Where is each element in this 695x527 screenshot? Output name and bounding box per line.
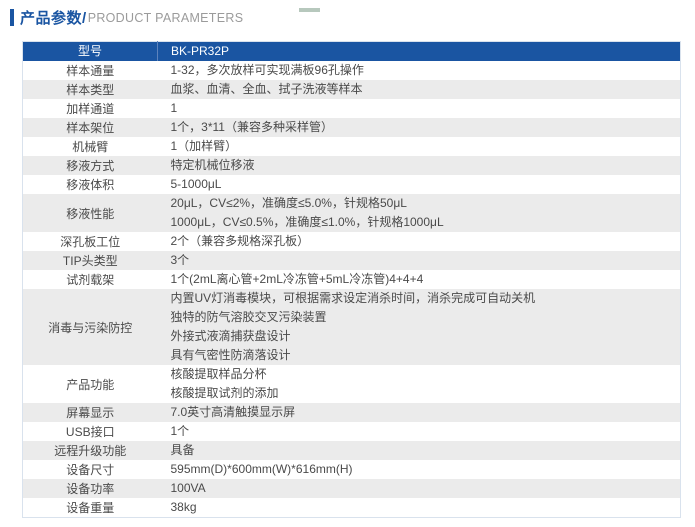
section-title-en: PRODUCT PARAMETERS	[87, 10, 244, 25]
table-row: 产品功能 核酸提取样品分杯 核酸提取试剂的添加	[22, 365, 681, 403]
spec-value-line: 1个，3*11（兼容多种采样管）	[170, 120, 333, 134]
spec-row-label: USB接口	[65, 425, 115, 439]
table-row: USB接口 1个	[22, 422, 681, 441]
spec-value-line: 外接式液滴捕获盘设计	[170, 329, 291, 343]
spec-value-line: 2个（兼容多规格深孔板）	[170, 234, 310, 248]
model-header-label: 型号	[22, 41, 158, 61]
spec-value-line: 具有气密性防滴落设计	[170, 348, 291, 362]
spec-value-line: 100VA	[170, 481, 206, 495]
spec-value-line: 1个	[170, 424, 190, 438]
title-accent-bar	[10, 9, 14, 26]
spec-row-label: 样本通量	[66, 64, 115, 78]
spec-value-line: 595mm(D)*600mm(W)*616mm(H)	[170, 462, 353, 476]
spec-value-line: 1	[170, 101, 178, 115]
spec-value-line: 38kg	[170, 500, 197, 514]
table-row: 移液体积 5-1000μL	[22, 175, 681, 194]
spec-value-line: 1（加样臂）	[170, 139, 238, 153]
table-row: 深孔板工位 2个（兼容多规格深孔板）	[22, 232, 681, 251]
spec-row-value: 38kg	[158, 498, 681, 518]
spec-row-label: 远程升级功能	[54, 444, 127, 458]
spec-row-label: 加样通道	[66, 102, 115, 116]
section-title-zh-text: 产品参数	[20, 10, 83, 27]
table-row: 试剂载架 1个(2mL离心管+2mL冷冻管+5mL冷冻管)4+4+4	[22, 270, 681, 289]
spec-row-label: 设备功率	[66, 482, 115, 496]
spec-row-value: 7.0英寸高清触摸显示屏	[158, 403, 681, 422]
spec-row-value: 1-32，多次放样可实现满板96孔操作	[158, 61, 681, 80]
spec-row-value: 核酸提取样品分杯 核酸提取试剂的添加	[158, 365, 681, 403]
section-title-zh: 产品参数/	[20, 7, 87, 28]
spec-row-value: 1个	[158, 422, 681, 441]
spec-row-value: 3个	[158, 251, 681, 270]
spec-row-label: 设备尺寸	[66, 463, 115, 477]
model-header-value: BK-PR32P	[157, 41, 681, 61]
spec-row-value: 1	[158, 99, 681, 118]
spec-row-label: 移液体积	[66, 178, 115, 192]
table-row: 移液方式 特定机械位移液	[22, 156, 681, 175]
spec-value-line: 内置UV灯消毒模块，可根据需求设定消杀时间，消杀完成可自动关机	[170, 291, 536, 305]
spec-row-value: 具备	[158, 441, 681, 460]
table-row: 样本类型 血浆、血清、全血、拭子洗液等样本	[22, 80, 681, 99]
table-row: 设备功率 100VA	[22, 479, 681, 498]
table-row: 设备重量 38kg	[22, 498, 681, 518]
spec-value-line: 核酸提取样品分杯	[170, 367, 267, 381]
section-title-slash: /	[82, 10, 87, 27]
spec-value-line: 1000μL，CV≤0.5%，准确度≤1.0%，针规格1000μL	[170, 215, 444, 229]
spec-row-label: 移液性能	[66, 206, 115, 221]
table-row: 加样通道 1	[22, 99, 681, 118]
spec-row-value: 595mm(D)*600mm(W)*616mm(H)	[158, 460, 681, 479]
section-title: 产品参数/ PRODUCT PARAMETERS	[10, 8, 695, 27]
spec-value-line: 1-32，多次放样可实现满板96孔操作	[170, 63, 364, 77]
spec-row-label: 样本架位	[66, 121, 115, 135]
spec-row-value: 1个(2mL离心管+2mL冷冻管+5mL冷冻管)4+4+4	[158, 270, 681, 289]
spec-row-label: 设备重量	[66, 501, 115, 515]
spec-row-label: 样本类型	[66, 83, 115, 97]
table-row: TIP头类型 3个	[22, 251, 681, 270]
spec-row-label: TIP头类型	[62, 254, 118, 268]
spec-value-line: 3个	[170, 253, 190, 267]
spec-value-line: 20μL，CV≤2%，准确度≤5.0%，针规格50μL	[170, 196, 407, 210]
table-row: 机械臂 1（加样臂）	[22, 137, 681, 156]
spec-row-label: 深孔板工位	[60, 235, 121, 249]
spec-row-label: 消毒与污染防控	[48, 320, 133, 335]
spec-row-value: 特定机械位移液	[158, 156, 681, 175]
spec-value-line: 具备	[170, 443, 195, 457]
table-row: 远程升级功能 具备	[22, 441, 681, 460]
spec-value-line: 血浆、血清、全血、拭子洗液等样本	[170, 82, 363, 96]
product-parameters-table: 型号 BK-PR32P 样本通量 1-32，多次放样可实现满板96孔操作样本类型 血…	[22, 41, 681, 518]
spec-row-value: 100VA	[158, 479, 681, 498]
table-header-row: 型号 BK-PR32P	[22, 41, 681, 61]
table-row: 移液性能 20μL，CV≤2%，准确度≤5.0%，针规格50μL 1000μL，CV…	[22, 194, 681, 232]
table-row: 设备尺寸 595mm(D)*600mm(W)*616mm(H)	[22, 460, 681, 479]
table-header: 型号 BK-PR32P	[22, 41, 681, 61]
table-row: 屏幕显示 7.0英寸高清触摸显示屏	[22, 403, 681, 422]
spec-row-label: 机械臂	[72, 140, 109, 154]
table-row: 消毒与污染防控 内置UV灯消毒模块，可根据需求设定消杀时间，消杀完成可自动关机 独特…	[22, 289, 681, 365]
spec-row-label: 产品功能	[66, 377, 115, 392]
spec-value-line: 独特的防气溶胶交叉污染装置	[170, 310, 327, 324]
spec-row-value: 20μL，CV≤2%，准确度≤5.0%，针规格50μL 1000μL，CV≤0.5…	[158, 194, 681, 232]
spec-row-value: 5-1000μL	[158, 175, 681, 194]
spec-value-line: 7.0英寸高清触摸显示屏	[170, 405, 296, 419]
table-row: 样本架位 1个，3*11（兼容多种采样管）	[22, 118, 681, 137]
spec-row-label: 移液方式	[66, 159, 115, 173]
spec-row-label: 屏幕显示	[66, 406, 115, 420]
spec-row-value: 2个（兼容多规格深孔板）	[158, 232, 681, 251]
table-body: 样本通量 1-32，多次放样可实现满板96孔操作样本类型 血浆、血清、全血、拭子洗液…	[22, 61, 681, 518]
spec-row-label: 试剂载架	[66, 273, 115, 287]
cropped-graphic-fragment	[299, 8, 320, 12]
spec-row-value: 血浆、血清、全血、拭子洗液等样本	[158, 80, 681, 99]
spec-row-value: 1个，3*11（兼容多种采样管）	[158, 118, 681, 137]
table-row: 样本通量 1-32，多次放样可实现满板96孔操作	[22, 61, 681, 80]
spec-row-value: 1（加样臂）	[158, 137, 681, 156]
spec-value-line: 特定机械位移液	[170, 158, 255, 172]
spec-value-line: 5-1000μL	[170, 177, 222, 191]
spec-value-line: 1个(2mL离心管+2mL冷冻管+5mL冷冻管)4+4+4	[170, 272, 424, 286]
spec-value-line: 核酸提取试剂的添加	[170, 386, 279, 400]
spec-row-value: 内置UV灯消毒模块，可根据需求设定消杀时间，消杀完成可自动关机 独特的防气溶胶交叉…	[158, 289, 681, 365]
